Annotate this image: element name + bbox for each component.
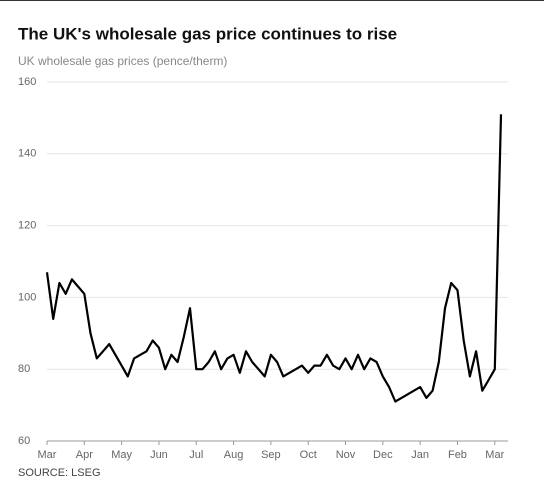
- x-tick-label: Mar: [485, 449, 504, 461]
- x-tick-label: Mar: [38, 449, 57, 461]
- x-tick-label: Apr: [76, 449, 93, 461]
- x-tick-label: Jun: [150, 449, 168, 461]
- x-tick-label: Feb: [448, 449, 467, 461]
- price-line: [45, 114, 503, 403]
- x-tick-label: Sep: [261, 449, 281, 461]
- x-tick-label: Dec: [373, 449, 393, 461]
- chart-title: The UK's wholesale gas price continues t…: [18, 24, 397, 43]
- x-tick-label: May: [111, 449, 132, 461]
- y-tick-label: 100: [18, 291, 36, 303]
- y-tick-label: 120: [18, 220, 36, 232]
- y-tick-label: 160: [18, 76, 36, 88]
- x-tick-label: Aug: [224, 449, 244, 461]
- x-tick-label: Jul: [189, 449, 203, 461]
- x-tick-label: Jan: [411, 449, 429, 461]
- y-tick-label: 140: [18, 148, 36, 160]
- y-tick-label: 80: [18, 363, 30, 375]
- source: SOURCE: LSEG: [18, 467, 101, 479]
- x-tick-label: Oct: [300, 449, 317, 461]
- chart-subtitle: UK wholesale gas prices (pence/therm): [18, 54, 227, 68]
- y-tick-label: 60: [18, 435, 30, 447]
- x-tick-label: Nov: [336, 449, 356, 461]
